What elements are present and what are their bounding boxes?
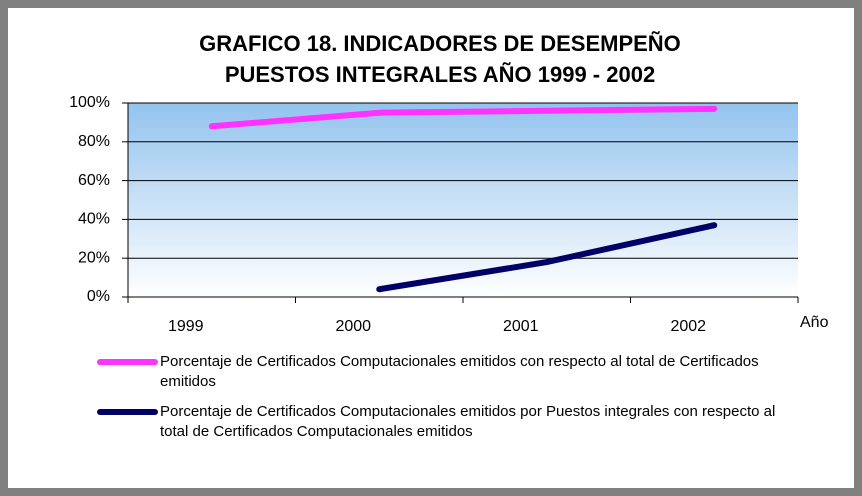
legend-label: Porcentaje de Certificados Computacional… <box>160 403 776 440</box>
x-tick-label: 2001 <box>503 318 539 335</box>
plot-area <box>128 103 798 297</box>
chart-title: GRAFICO 18. INDICADORES DE DESEMPEÑO <box>199 31 681 56</box>
chart-subtitle: PUESTOS INTEGRALES AÑO 1999 - 2002 <box>225 62 655 87</box>
x-tick-label: 1999 <box>168 318 204 335</box>
y-tick-label: 20% <box>78 249 110 266</box>
series-line <box>208 105 718 130</box>
y-tick-label: 60% <box>78 172 110 189</box>
y-tick-label: 0% <box>87 288 110 305</box>
x-tick-label: 2000 <box>335 318 371 335</box>
series-line <box>376 222 718 293</box>
y-tick-label: 80% <box>78 133 110 150</box>
y-tick-label: 40% <box>78 211 110 228</box>
x-tick-label: 2002 <box>670 318 706 335</box>
legend-label: Porcentaje de Certificados Computacional… <box>160 353 759 390</box>
y-tick-label: 100% <box>69 94 110 111</box>
x-axis-label: Año <box>800 314 829 331</box>
